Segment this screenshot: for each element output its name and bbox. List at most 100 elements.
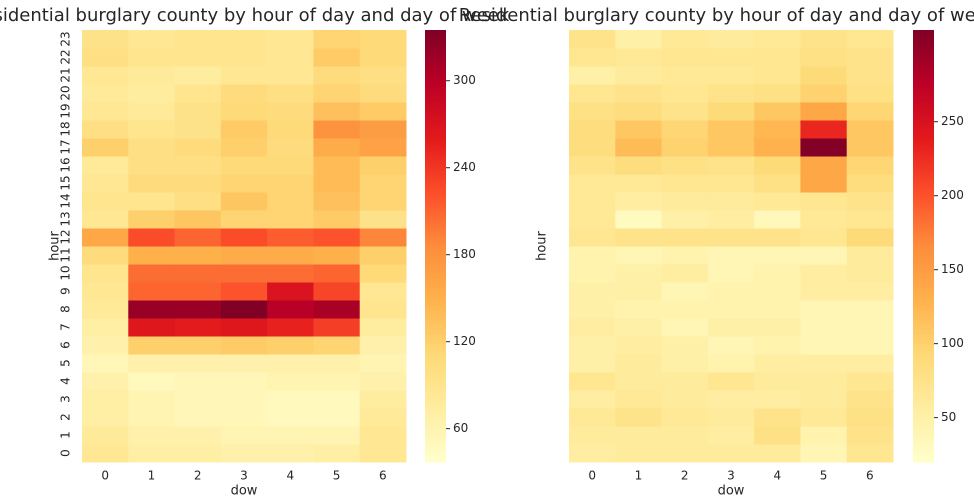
heatmap-cell xyxy=(754,84,801,103)
colorbar-segment xyxy=(425,317,446,321)
heatmap-cell xyxy=(267,336,314,355)
colorbar-segment xyxy=(425,427,446,431)
colorbar-segment xyxy=(425,224,446,228)
heatmap-cell xyxy=(174,210,222,229)
heatmap-cell xyxy=(174,300,222,319)
heatmap-cell xyxy=(267,282,314,301)
heatmap-cell xyxy=(707,264,755,283)
heatmap-cell xyxy=(82,318,129,337)
colorbar-segment xyxy=(913,233,934,236)
heatmap-cell xyxy=(82,156,129,175)
heatmap-cell xyxy=(615,210,663,229)
heatmap-cell xyxy=(174,156,222,175)
heatmap-cell xyxy=(128,84,176,103)
heatmap-cell xyxy=(313,120,361,139)
heatmap-cell xyxy=(174,372,222,391)
colorbar-segment xyxy=(425,289,446,292)
heatmap-cell xyxy=(267,210,314,229)
heatmap-cell xyxy=(569,174,616,193)
colorbar-segment xyxy=(425,384,446,387)
colorbar-segment xyxy=(913,425,934,429)
heatmap-cell xyxy=(128,138,176,157)
colorbar-segment xyxy=(425,118,446,122)
heatmap-cell xyxy=(128,426,176,445)
colorbar-segment xyxy=(913,88,934,92)
colorbar-segment xyxy=(913,302,934,305)
heatmap-cell xyxy=(569,210,616,229)
colorbar-segment xyxy=(425,284,446,288)
heatmap-cell xyxy=(846,138,894,157)
colorbar-segment xyxy=(913,265,934,269)
colorbar-tick-label: 100 xyxy=(941,336,964,350)
heatmap-cell xyxy=(754,282,801,301)
colorbar-segment xyxy=(913,131,934,135)
colorbar-segment xyxy=(913,79,934,83)
colorbar-segment xyxy=(425,436,446,439)
heatmap-cell xyxy=(661,408,709,427)
heatmap-cell xyxy=(220,138,268,157)
colorbar-segment xyxy=(425,388,446,392)
colorbar-segment xyxy=(913,397,934,400)
colorbar-segment xyxy=(913,274,934,277)
heatmap-cell xyxy=(754,354,801,373)
colorbar-segment xyxy=(913,315,934,318)
heatmap-cell xyxy=(569,156,616,175)
heatmap-cell xyxy=(754,210,801,229)
colorbar-segment xyxy=(425,159,446,163)
heatmap-cell xyxy=(754,264,801,283)
colorbar-segment xyxy=(913,328,934,331)
heatmap-cell xyxy=(800,228,848,247)
colorbar-segment xyxy=(425,213,446,217)
colorbar-segment xyxy=(425,330,446,333)
heatmap-cell xyxy=(174,264,222,283)
heatmap-cell xyxy=(707,48,755,67)
colorbar-segment xyxy=(425,412,446,416)
colorbar-segment xyxy=(425,198,446,202)
heatmap-cell xyxy=(800,84,848,103)
heatmap-cell xyxy=(800,264,848,283)
colorbar-segment xyxy=(913,418,934,422)
heatmap-cell xyxy=(313,246,361,265)
colorbar-segment xyxy=(913,109,934,113)
colorbar-segment xyxy=(913,243,934,247)
colorbar-segment xyxy=(425,282,446,286)
colorbar-segment xyxy=(913,144,934,148)
colorbar-segment xyxy=(425,373,446,377)
heatmap-cell xyxy=(615,444,663,463)
heatmap-cell xyxy=(754,174,801,193)
colorbar-segment xyxy=(425,131,446,135)
heatmap-cell xyxy=(220,408,268,427)
colorbar-segment xyxy=(913,390,934,394)
heatmap-cell xyxy=(615,318,663,337)
colorbar-segment xyxy=(913,64,934,68)
heatmap-cell xyxy=(569,120,616,139)
colorbar-segment xyxy=(425,306,446,310)
heatmap-cell xyxy=(569,264,616,283)
heatmap-cell xyxy=(220,354,268,373)
colorbar-segment xyxy=(425,64,446,68)
colorbar-segment xyxy=(913,369,934,372)
colorbar-segment xyxy=(913,90,934,94)
heatmap-cell xyxy=(359,354,407,373)
colorbar-segment xyxy=(913,198,934,202)
heatmap-cell xyxy=(174,138,222,157)
heatmap-cell xyxy=(846,156,894,175)
colorbar-segment xyxy=(425,343,446,346)
heatmap-cell xyxy=(359,156,407,175)
colorbar-segment xyxy=(913,140,934,143)
heatmap-cell xyxy=(707,138,755,157)
heatmap-cell xyxy=(754,120,801,139)
colorbar-segment xyxy=(425,319,446,323)
heatmap-cell xyxy=(707,408,755,427)
heatmap-cell xyxy=(220,426,268,445)
heatmap-cell xyxy=(220,192,268,211)
colorbar-segment xyxy=(425,386,446,390)
heatmap-cell xyxy=(174,444,222,463)
heatmap-cell xyxy=(82,336,129,355)
heatmap-cell xyxy=(661,102,709,121)
heatmap-cell xyxy=(267,120,314,139)
colorbar-segment xyxy=(913,215,934,219)
colorbar-segment xyxy=(913,408,934,411)
y-tick-label: 9 xyxy=(59,287,73,295)
colorbar-segment xyxy=(913,209,934,213)
